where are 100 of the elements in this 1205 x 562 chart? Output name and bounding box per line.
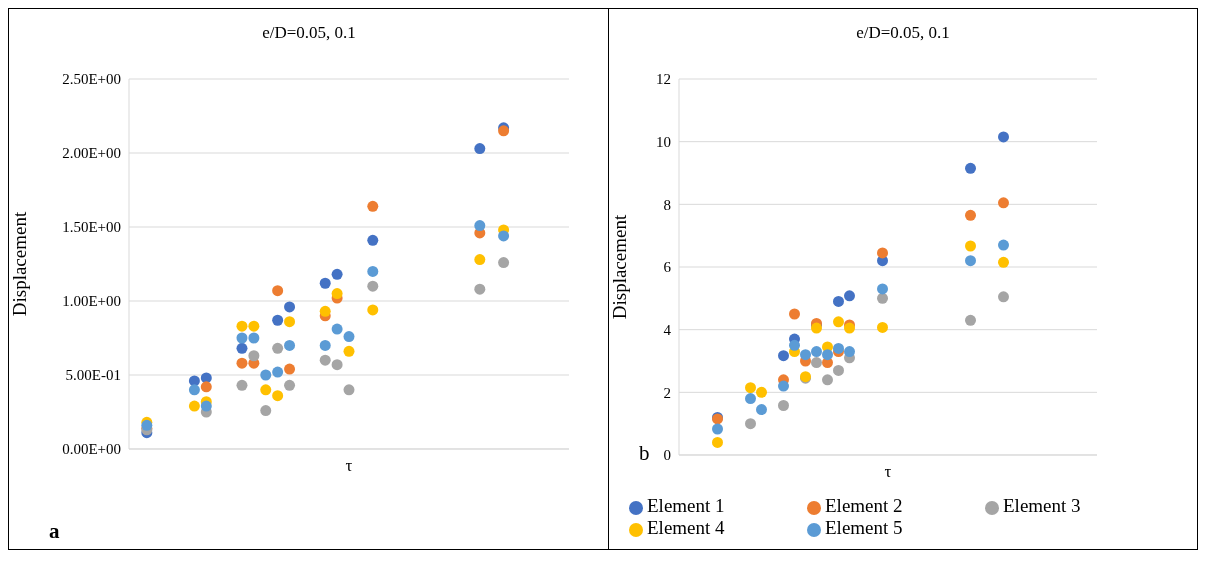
point <box>474 220 486 232</box>
point <box>284 363 296 375</box>
x-axis-title: τ <box>345 456 353 476</box>
point <box>367 280 379 292</box>
point <box>188 384 200 396</box>
point <box>877 247 888 259</box>
point <box>284 316 296 328</box>
point <box>260 384 272 396</box>
point <box>778 380 789 392</box>
legend-label: Element 2 <box>825 495 904 517</box>
point <box>367 265 379 277</box>
y-axis-title: Displacement <box>8 211 30 317</box>
point <box>331 268 343 280</box>
point <box>284 339 296 351</box>
point <box>998 291 1009 303</box>
point <box>236 357 248 369</box>
y-tick-label: 10 <box>656 133 671 150</box>
chart-title: e/D=0.05, 0.1 <box>261 23 357 43</box>
point <box>965 314 976 326</box>
point <box>833 364 844 376</box>
point <box>284 301 296 313</box>
point <box>272 390 284 402</box>
point <box>272 314 284 326</box>
point <box>248 320 260 332</box>
point <box>331 323 343 335</box>
point <box>200 400 212 412</box>
point <box>343 384 355 396</box>
point <box>745 382 756 394</box>
point <box>272 366 284 378</box>
point <box>474 254 486 266</box>
point <box>998 239 1009 251</box>
y-tick-label: 0 <box>663 447 671 464</box>
point <box>200 381 212 393</box>
point <box>965 240 976 252</box>
point <box>319 277 331 289</box>
point <box>367 234 379 246</box>
point <box>998 197 1009 209</box>
point <box>272 342 284 354</box>
point <box>778 399 789 411</box>
y-tick-label: 2.50E+00 <box>62 71 121 88</box>
point <box>284 379 296 391</box>
y-tick-label: 5.00E-01 <box>65 367 121 384</box>
point <box>745 393 756 405</box>
point <box>965 162 976 174</box>
point <box>833 295 844 307</box>
point <box>248 350 260 362</box>
y-tick-label: 0.00E+00 <box>62 441 121 458</box>
legend-label: Element 1 <box>647 495 726 517</box>
y-tick-label: 2.00E+00 <box>62 145 121 162</box>
point <box>248 332 260 344</box>
y-tick-label: 1.50E+00 <box>62 219 121 236</box>
point <box>331 359 343 371</box>
point <box>756 404 767 416</box>
point <box>474 143 486 155</box>
point <box>188 375 200 387</box>
point <box>998 131 1009 143</box>
text: a <box>49 519 60 544</box>
point <box>811 357 822 369</box>
point <box>474 283 486 295</box>
chart-title: e/D=0.05, 0.1 <box>855 23 951 43</box>
legend-label: Element 5 <box>825 517 904 539</box>
point <box>712 436 723 448</box>
point <box>236 379 248 391</box>
point <box>844 346 855 358</box>
point <box>272 285 284 297</box>
y-axis-title: Displacement <box>608 214 630 320</box>
point <box>236 342 248 354</box>
point <box>844 290 855 302</box>
point <box>877 321 888 333</box>
point <box>498 257 510 269</box>
point <box>343 345 355 357</box>
point <box>789 339 800 351</box>
point <box>745 418 756 430</box>
point <box>260 405 272 417</box>
point <box>965 255 976 267</box>
point <box>712 423 723 435</box>
x-axis-title: τ <box>884 462 892 482</box>
point <box>877 283 888 295</box>
point <box>188 400 200 412</box>
point <box>822 349 833 361</box>
point <box>331 288 343 300</box>
y-tick-label: 8 <box>663 196 671 213</box>
y-tick-label: 12 <box>656 71 671 88</box>
point <box>367 304 379 316</box>
point <box>343 331 355 343</box>
point <box>236 332 248 344</box>
point <box>789 308 800 320</box>
point <box>877 292 888 304</box>
point <box>800 349 811 361</box>
y-tick-label: 2 <box>663 384 671 401</box>
point <box>367 200 379 212</box>
y-tick-label: 1.00E+00 <box>62 293 121 310</box>
point <box>319 354 331 366</box>
point <box>236 320 248 332</box>
legend-label: Element 3 <box>1003 495 1082 517</box>
legend-label: Element 4 <box>647 517 726 539</box>
point <box>833 316 844 328</box>
y-tick-label: 6 <box>663 259 672 276</box>
point <box>822 374 833 386</box>
point <box>756 386 767 398</box>
